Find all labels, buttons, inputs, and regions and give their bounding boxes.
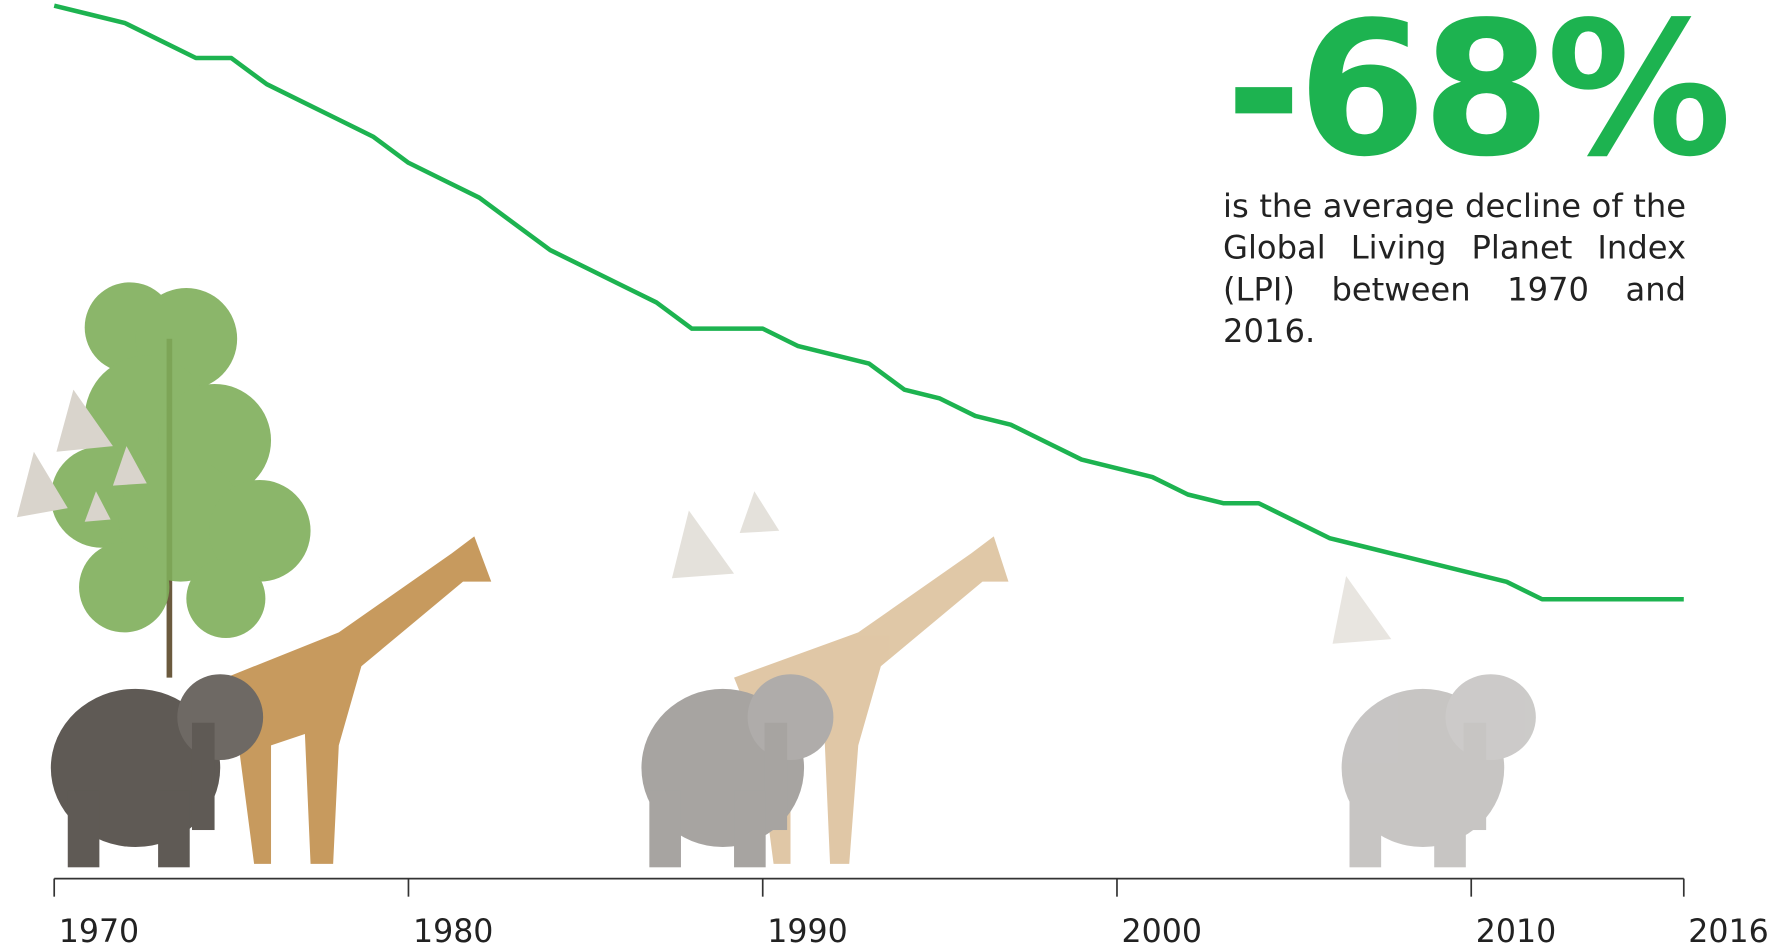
faded-elephant [1341, 674, 1536, 868]
lpi-line [53, 3, 1684, 602]
x-tick-label: 1970 [59, 914, 139, 950]
headline: -68% [1225, 0, 1732, 198]
x-tick-label: 2010 [1476, 914, 1556, 950]
description: is the average decline of the Global Liv… [1223, 187, 1687, 351]
faded-animals [641, 536, 1009, 868]
birds [16, 389, 1392, 644]
illustrations [16, 282, 1536, 868]
x-tick-label: 2000 [1121, 914, 1201, 950]
tree-foliage [50, 282, 311, 639]
elephant [50, 674, 264, 868]
x-tick-label: 2016 [1688, 914, 1768, 950]
x-tick-label: 1990 [767, 914, 847, 950]
x-tick-label: 1980 [413, 914, 493, 950]
giraffe [225, 536, 492, 864]
